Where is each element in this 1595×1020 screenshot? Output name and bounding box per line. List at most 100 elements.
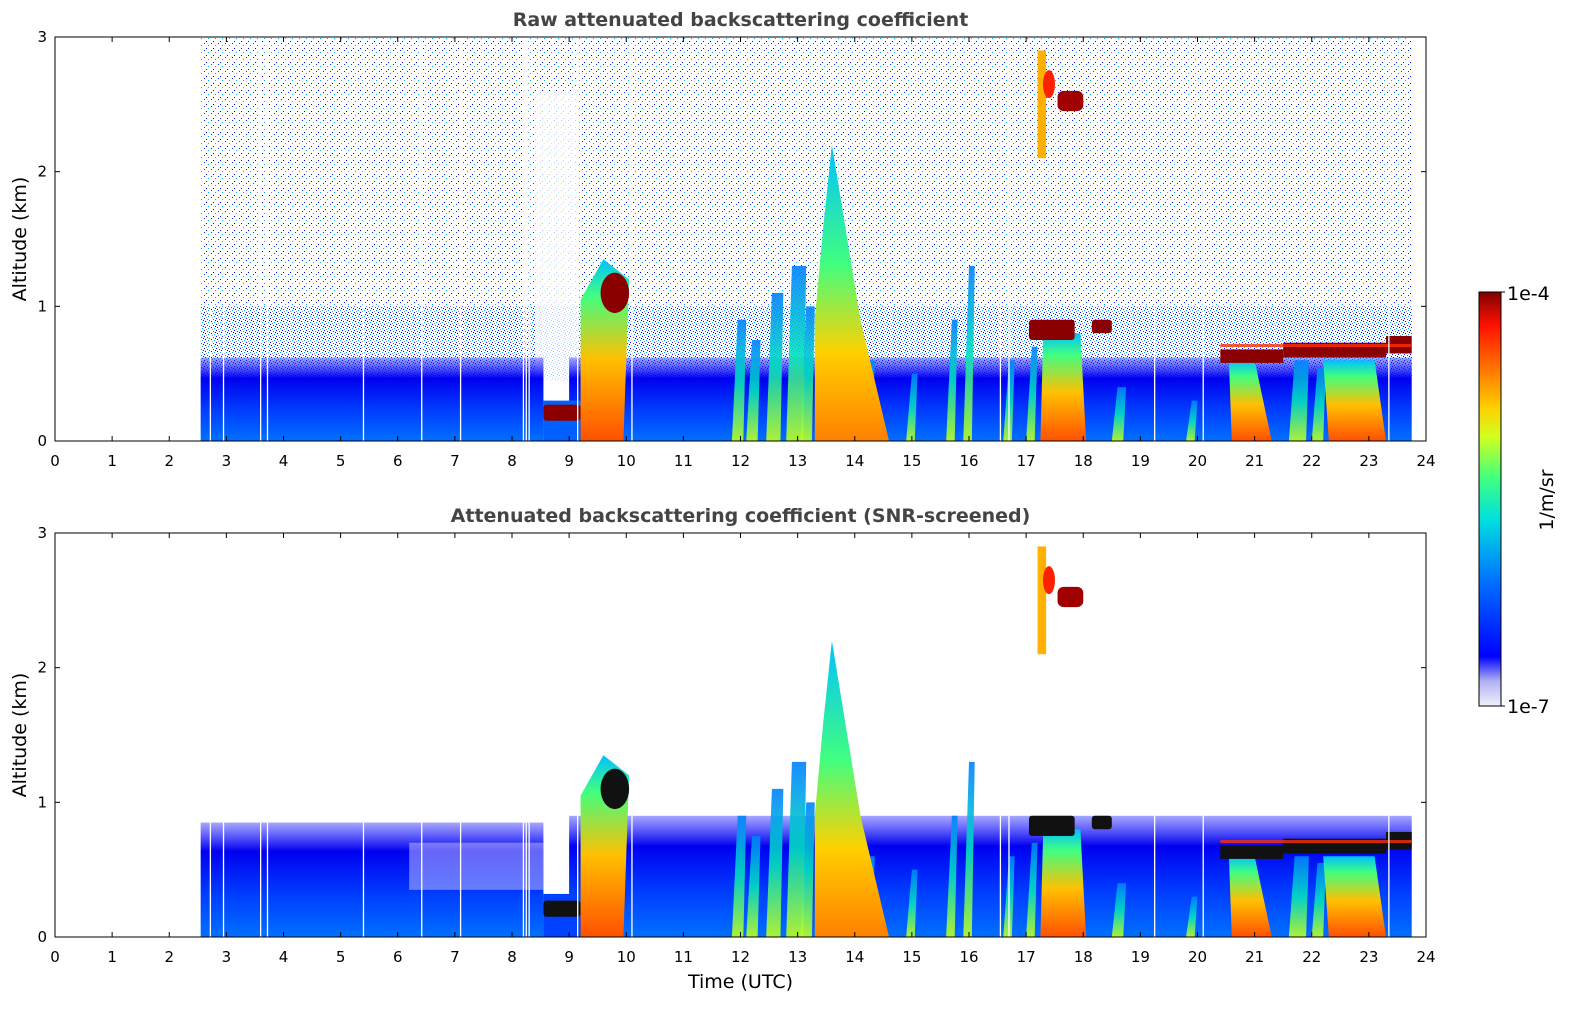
x-tick-label: 3 [222, 452, 232, 470]
x-tick-label: 22 [1302, 452, 1321, 470]
x-tick-label: 10 [617, 948, 636, 966]
x-axis-label: Time (UTC) [687, 971, 793, 993]
x-tick-label: 4 [279, 452, 289, 470]
x-tick-label: 15 [902, 948, 921, 966]
y-tick-label: 1 [37, 297, 47, 315]
heatmap-body [200, 533, 1412, 937]
x-tick-label: 6 [393, 948, 403, 966]
x-tick-label: 17 [1017, 948, 1036, 966]
panel-title: Attenuated backscattering coefficient (S… [451, 505, 1031, 527]
x-tick-label: 7 [450, 452, 460, 470]
x-tick-label: 8 [507, 452, 517, 470]
aerosol-layer-afternoon [569, 357, 1412, 441]
x-tick-label: 8 [507, 948, 517, 966]
shaft-4 [800, 306, 815, 441]
x-tick-label: 12 [731, 452, 750, 470]
shaft-12 [1186, 896, 1198, 937]
shaft-3 [786, 761, 807, 937]
x-tick-label: 10 [617, 452, 636, 470]
shaft-0 [731, 319, 747, 441]
x-tick-label: 5 [336, 452, 346, 470]
shaft-8 [963, 265, 975, 441]
cloud-layer-17h [1028, 815, 1075, 836]
x-tick-label: 24 [1416, 948, 1435, 966]
y-axis-label: Altitude (km) [9, 177, 31, 302]
cirrus-streak [1037, 50, 1047, 159]
colorbar-unit-label: 1/m/sr [1536, 469, 1558, 530]
x-tick-label: 19 [1131, 948, 1150, 966]
x-tick-label: 23 [1359, 948, 1378, 966]
shaft-11 [1111, 883, 1127, 937]
shaft-6 [906, 869, 918, 937]
x-tick-label: 17 [1017, 452, 1036, 470]
x-tick-label: 14 [845, 452, 864, 470]
shaft-13 [1288, 360, 1309, 441]
x-tick-label: 2 [164, 948, 174, 966]
x-tick-label: 16 [959, 452, 978, 470]
colorbar: 1e-4 1e-7 1/m/sr [1478, 283, 1558, 718]
deck-rim [1220, 344, 1412, 348]
panel-raw: 0 1 2 3 4 5 6 7 8 9 10 11 12 13 14 15 16 17 18 19 20 21 22 23 24… [9, 9, 1436, 470]
cloud-layer-17h [1028, 319, 1075, 340]
heatmap-body [200, 37, 1412, 441]
x-tick-label: 23 [1359, 452, 1378, 470]
x-tick-label: 11 [674, 948, 693, 966]
colorbar-min-label: 1e-7 [1507, 696, 1550, 718]
cirrus-patch [1057, 586, 1084, 608]
noise-region-upper [200, 37, 1412, 307]
precip-shaft-21h [1228, 360, 1272, 441]
shaft-12 [1186, 400, 1198, 441]
aerosol-fade [409, 842, 544, 890]
y-tick-label: 3 [37, 28, 47, 46]
cirrus-core [1042, 566, 1055, 595]
shaft-6 [906, 373, 918, 441]
x-tick-label: 21 [1245, 948, 1264, 966]
y-tick-label: 1 [37, 793, 47, 811]
convective-plume [814, 144, 890, 441]
shaft-8 [963, 761, 975, 937]
convective-plume [814, 640, 890, 937]
x-tick-label: 7 [450, 948, 460, 966]
x-tick-label: 22 [1302, 948, 1321, 966]
precip-shaft-22h [1323, 856, 1387, 937]
x-tick-label: 2 [164, 452, 174, 470]
panel-snr-screened: 0 1 2 3 4 5 6 7 8 9 10 11 12 13 14 15 16 17 18 19 20 21 22 23 24… [9, 505, 1436, 993]
shaft-14 [1311, 366, 1327, 441]
shaft-4 [800, 802, 815, 937]
shaft-11 [1111, 387, 1127, 441]
x-tick-label: 1 [107, 948, 117, 966]
x-tick-label: 9 [564, 452, 574, 470]
precip-shaft-22h [1323, 360, 1387, 441]
y-tick-label: 3 [37, 524, 47, 542]
shaft-1 [746, 836, 761, 937]
low-cloud-base [543, 404, 581, 421]
precip-shaft-17h [1040, 829, 1087, 937]
x-tick-label: 15 [902, 452, 921, 470]
x-tick-label: 0 [50, 948, 60, 966]
x-tick-label: 1 [107, 452, 117, 470]
x-tick-label: 20 [1188, 452, 1207, 470]
cirrus-patch [1057, 90, 1084, 112]
x-tick-label: 9 [564, 948, 574, 966]
cirrus-streak [1037, 546, 1047, 655]
x-tick-label: 4 [279, 948, 289, 966]
x-tick-label: 13 [788, 452, 807, 470]
x-tick-label: 12 [731, 948, 750, 966]
stratocumulus-deck-a [1220, 845, 1284, 859]
x-tick-label: 24 [1416, 452, 1435, 470]
x-tick-label: 20 [1188, 948, 1207, 966]
low-cloud-base [543, 900, 581, 917]
cloud-top-1 [600, 272, 630, 314]
x-tick-label: 5 [336, 948, 346, 966]
shaft-3 [786, 265, 807, 441]
x-tick-label: 11 [674, 452, 693, 470]
aerosol-layer-morning [200, 357, 544, 441]
shaft-14 [1311, 862, 1327, 937]
x-tick-label: 21 [1245, 452, 1264, 470]
x-tick-label: 18 [1074, 948, 1093, 966]
cloud-layer-18h [1091, 319, 1112, 334]
precip-shaft-17h [1040, 333, 1087, 441]
x-tick-label: 6 [393, 452, 403, 470]
y-tick-label: 2 [37, 163, 47, 181]
